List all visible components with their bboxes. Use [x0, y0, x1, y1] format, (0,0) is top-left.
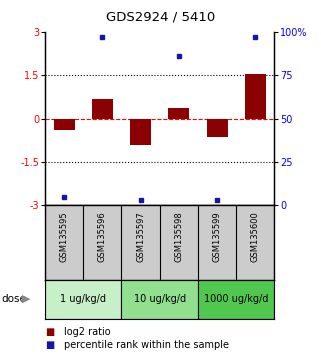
Bar	[198, 280, 274, 319]
Text: ▶: ▶	[22, 294, 30, 304]
Text: GDS2924 / 5410: GDS2924 / 5410	[106, 10, 215, 23]
Text: ■: ■	[45, 340, 54, 350]
Text: dose: dose	[2, 294, 26, 304]
Text: GSM135597: GSM135597	[136, 211, 145, 262]
Text: percentile rank within the sample: percentile rank within the sample	[64, 340, 229, 350]
Text: GSM135596: GSM135596	[98, 211, 107, 262]
Bar	[92, 99, 113, 119]
Bar	[206, 119, 228, 137]
Bar	[130, 119, 151, 145]
Bar	[45, 280, 121, 319]
Bar	[121, 280, 198, 319]
Text: 1 ug/kg/d: 1 ug/kg/d	[60, 294, 106, 304]
Text: GSM135595: GSM135595	[60, 211, 69, 262]
Text: 1000 ug/kg/d: 1000 ug/kg/d	[204, 294, 268, 304]
Bar	[168, 108, 189, 119]
Text: log2 ratio: log2 ratio	[64, 327, 111, 337]
Text: GSM135599: GSM135599	[213, 211, 221, 262]
Text: GSM135600: GSM135600	[251, 211, 260, 262]
Bar	[54, 119, 74, 130]
Text: GSM135598: GSM135598	[174, 211, 183, 262]
Text: 10 ug/kg/d: 10 ug/kg/d	[134, 294, 186, 304]
Text: ■: ■	[45, 327, 54, 337]
Bar	[245, 74, 266, 119]
